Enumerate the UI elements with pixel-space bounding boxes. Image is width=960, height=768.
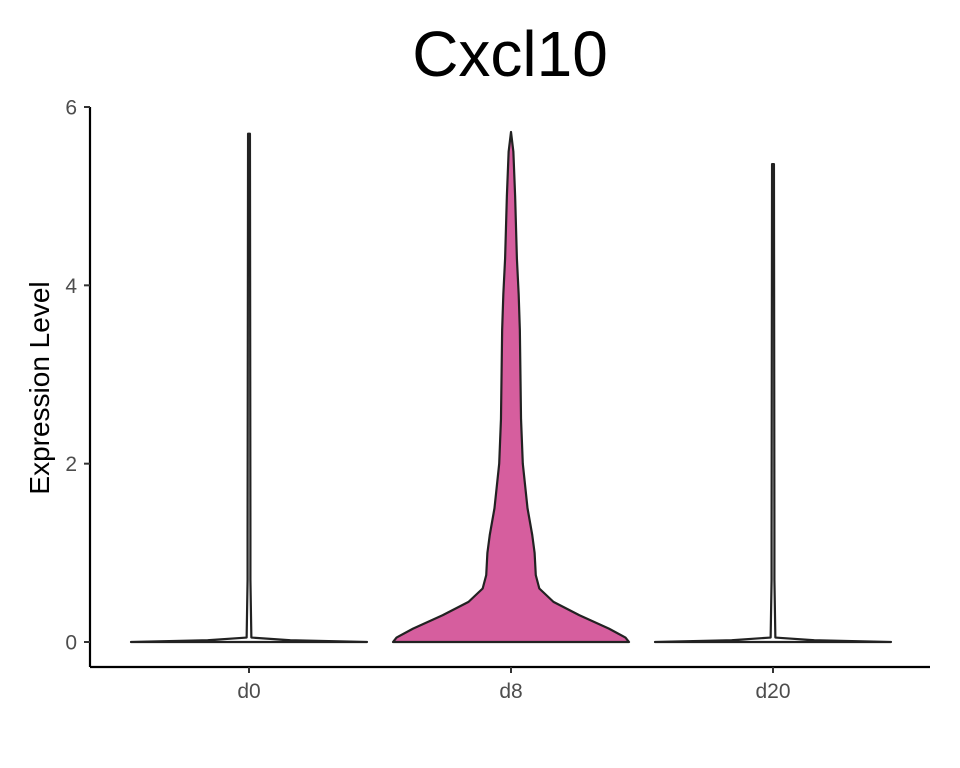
y-tick-label: 6 <box>65 97 77 120</box>
x-tick-label: d8 <box>499 680 522 703</box>
chart-title: Cxcl10 <box>412 18 608 90</box>
violin-d0 <box>129 132 369 644</box>
violin-d20 <box>653 162 893 644</box>
x-tick-label: d20 <box>755 680 790 703</box>
violin-group <box>129 130 893 644</box>
y-tick-label: 4 <box>65 275 77 298</box>
x-tick-label: d0 <box>237 680 260 703</box>
y-ticks-group: 0 2 4 6 <box>65 97 90 655</box>
y-tick-label: 0 <box>65 632 77 655</box>
x-ticks-group: d0 d8 d20 <box>237 667 791 703</box>
y-tick-label: 2 <box>65 453 77 476</box>
violin-d8 <box>391 130 631 644</box>
y-axis-title: Expression Level <box>24 281 55 494</box>
